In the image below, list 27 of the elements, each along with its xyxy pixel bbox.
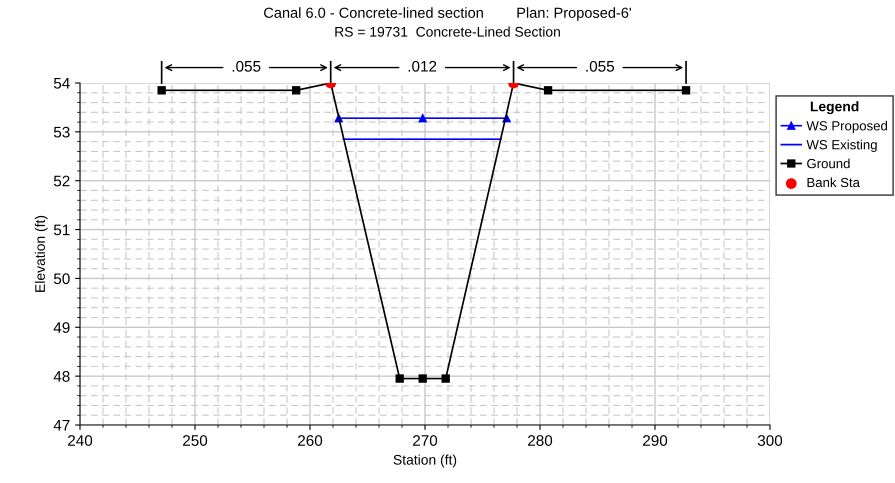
x-tick-label: 290: [643, 435, 668, 446]
legend-label: Ground: [807, 158, 850, 168]
y-tick-label: 48: [54, 371, 70, 382]
legend-label: WS Existing: [806, 140, 877, 152]
x-tick-label: 300: [758, 435, 782, 446]
x-tick-label: 250: [183, 435, 208, 446]
x-tick-label: 280: [528, 435, 552, 446]
y-tick-label: 52: [54, 176, 70, 186]
text: .012: [408, 60, 436, 72]
x-tick-label: 260: [298, 435, 322, 446]
legend-title: Legend: [810, 101, 858, 114]
x-tick-label: 270: [413, 435, 438, 446]
text: .055: [232, 60, 260, 72]
y-tick-label: 47: [54, 420, 70, 431]
y-tick-label: 50: [54, 273, 70, 284]
y-axis-title: Elevation (ft): [34, 216, 48, 292]
chart-title: Canal 6.0 - Concrete-lined section Plan: Proposed-6': [264, 7, 631, 21]
y-tick-label: 51: [54, 224, 70, 236]
text: .055: [586, 60, 614, 72]
y-tick-label: 53: [54, 126, 70, 138]
chart-subtitle: RS = 19731 Concrete-Lined Section: [335, 26, 560, 37]
legend-label: WS Proposed: [806, 120, 887, 134]
legend-label: Bank Sta: [808, 177, 860, 188]
y-tick-label: 54: [54, 78, 70, 89]
x-tick-label: 240: [68, 435, 92, 446]
y-tick-label: 49: [54, 322, 70, 333]
x-axis-title: Station (ft): [394, 454, 456, 468]
